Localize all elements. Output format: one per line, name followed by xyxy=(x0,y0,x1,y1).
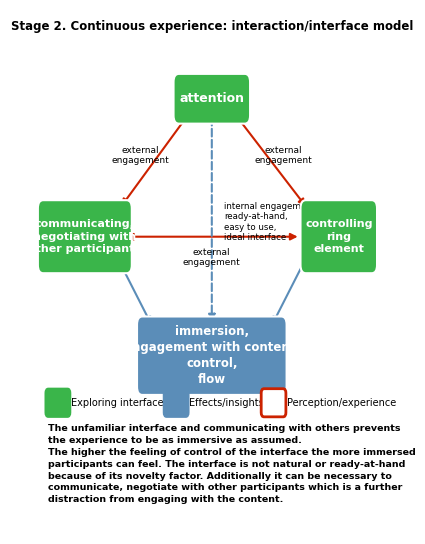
FancyBboxPatch shape xyxy=(137,317,286,395)
Text: external
engagement: external engagement xyxy=(254,146,312,165)
Text: attention: attention xyxy=(179,92,244,105)
Text: Effects/insights: Effects/insights xyxy=(189,398,264,408)
FancyBboxPatch shape xyxy=(38,200,132,273)
FancyBboxPatch shape xyxy=(173,74,250,123)
Text: The unfamiliar interface and communicating with others prevents
the experience t: The unfamiliar interface and communicati… xyxy=(48,424,416,504)
FancyBboxPatch shape xyxy=(261,389,286,417)
Text: external
engagement: external engagement xyxy=(183,248,241,267)
FancyBboxPatch shape xyxy=(45,389,70,417)
FancyBboxPatch shape xyxy=(164,389,189,417)
Text: external
engagement: external engagement xyxy=(112,146,170,165)
Text: controlling
ring
element: controlling ring element xyxy=(305,219,373,254)
Text: Exploring interface: Exploring interface xyxy=(71,398,164,408)
Text: Stage 2. Continuous experience: interaction/interface model: Stage 2. Continuous experience: interact… xyxy=(11,20,413,33)
Text: communicating,
negotiating with
other participants: communicating, negotiating with other pa… xyxy=(28,219,142,254)
Text: Perception/experience: Perception/experience xyxy=(286,398,396,408)
Text: immersion,
engagement with content,
control,
flow: immersion, engagement with content, cont… xyxy=(124,325,300,386)
Text: internal engagement,
ready-at-hand,
easy to use,
ideal interface: internal engagement, ready-at-hand, easy… xyxy=(224,202,317,242)
FancyBboxPatch shape xyxy=(300,200,377,273)
